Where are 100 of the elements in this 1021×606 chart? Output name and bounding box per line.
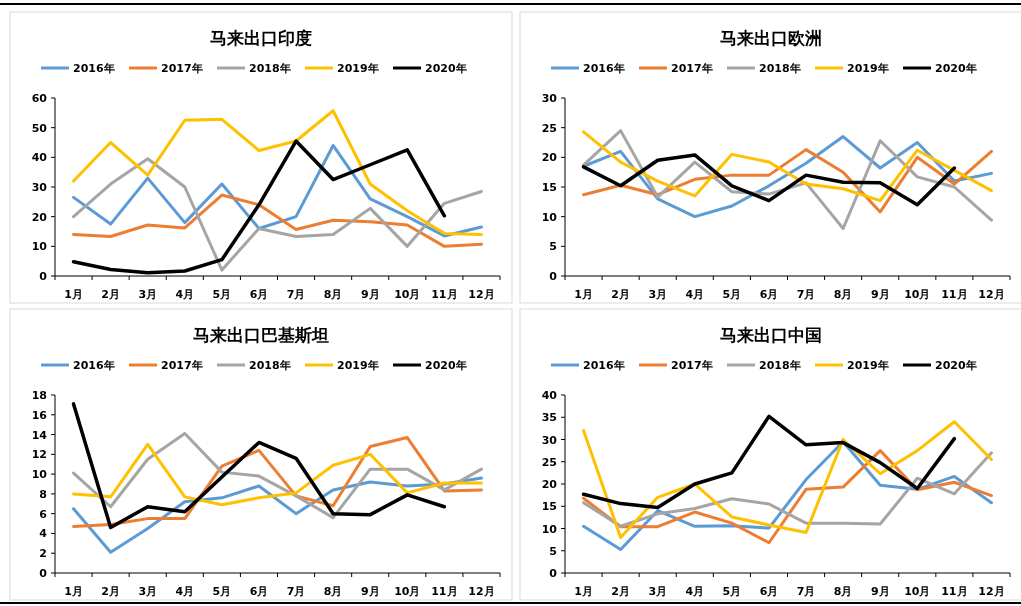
x-tick-label: 2月 xyxy=(611,288,630,301)
y-tick-label: 30 xyxy=(541,433,558,447)
y-tick-label: 10 xyxy=(541,210,558,224)
x-tick-label: 9月 xyxy=(870,288,890,301)
line-series xyxy=(582,451,993,528)
x-tick-label: 4月 xyxy=(685,585,705,598)
chart-title: 马来出口巴基斯坦 xyxy=(193,325,329,345)
legend-label: 2016年 xyxy=(583,359,625,372)
x-tick-label: 11月 xyxy=(941,585,968,598)
y-tick-label: 35 xyxy=(541,411,557,425)
legend-label: 2020年 xyxy=(935,359,977,372)
x-tick-label: 8月 xyxy=(323,585,343,598)
y-tick-label: 0 xyxy=(39,567,48,580)
y-tick-label: 40 xyxy=(31,151,48,165)
line-series xyxy=(72,157,483,272)
x-tick-label: 3月 xyxy=(648,288,668,301)
legend-label: 2017年 xyxy=(161,359,203,372)
legend-label: 2017年 xyxy=(161,62,203,75)
x-tick-label: 4月 xyxy=(175,288,195,301)
y-tick-label: 50 xyxy=(31,121,48,135)
y-tick-label: 40 xyxy=(541,389,558,402)
line-series xyxy=(71,402,447,530)
line-series xyxy=(582,420,993,539)
y-tick-label: 5 xyxy=(549,240,557,254)
legend-label: 2020年 xyxy=(425,359,467,372)
x-tick-label: 6月 xyxy=(249,585,269,598)
x-tick-label: 7月 xyxy=(286,585,306,598)
y-tick-label: 18 xyxy=(31,389,47,402)
legend-label: 2020年 xyxy=(425,62,467,75)
y-tick-label: 60 xyxy=(31,92,48,105)
line-series xyxy=(72,193,483,248)
legend-label: 2018年 xyxy=(759,62,801,75)
legend-label: 2018年 xyxy=(249,359,291,372)
y-tick-label: 20 xyxy=(541,478,558,491)
y-tick-label: 4 xyxy=(39,527,48,541)
x-tick-label: 5月 xyxy=(212,585,232,598)
x-tick-label: 11月 xyxy=(431,288,458,301)
legend-label: 2016年 xyxy=(73,62,115,75)
x-tick-label: 2月 xyxy=(101,585,120,598)
x-tick-label: 4月 xyxy=(685,288,705,301)
y-tick-label: 10 xyxy=(31,240,48,254)
x-tick-label: 1月 xyxy=(574,288,593,301)
x-tick-label: 11月 xyxy=(941,288,968,301)
x-tick-label: 4月 xyxy=(175,585,195,598)
x-tick-label: 10月 xyxy=(394,288,421,301)
x-tick-label: 7月 xyxy=(796,288,816,301)
x-tick-label: 8月 xyxy=(833,585,853,598)
y-tick-label: 6 xyxy=(39,507,48,521)
line-series xyxy=(72,442,483,507)
x-tick-label: 7月 xyxy=(286,288,306,301)
x-tick-label: 6月 xyxy=(759,585,779,598)
y-tick-label: 30 xyxy=(541,92,558,105)
x-tick-label: 9月 xyxy=(360,585,380,598)
y-tick-label: 10 xyxy=(541,522,558,536)
legend-label: 2016年 xyxy=(73,359,115,372)
y-tick-label: 15 xyxy=(541,500,557,514)
legend-label: 2019年 xyxy=(337,359,379,372)
y-tick-label: 2 xyxy=(39,547,47,561)
x-tick-label: 8月 xyxy=(323,288,343,301)
legend-label: 2018年 xyxy=(249,62,291,75)
x-tick-label: 9月 xyxy=(360,288,380,301)
y-tick-label: 16 xyxy=(31,408,48,422)
x-tick-label: 7月 xyxy=(796,585,816,598)
y-tick-label: 15 xyxy=(541,181,557,194)
y-tick-label: 14 xyxy=(31,428,48,442)
y-tick-label: 25 xyxy=(541,121,557,135)
chart-title: 马来出口中国 xyxy=(720,325,822,345)
x-tick-label: 3月 xyxy=(648,585,668,598)
legend-label: 2017年 xyxy=(671,62,713,75)
y-tick-label: 10 xyxy=(31,468,48,482)
line-series xyxy=(581,153,957,207)
y-tick-label: 0 xyxy=(549,567,558,580)
x-tick-label: 5月 xyxy=(212,288,232,301)
y-tick-label: 5 xyxy=(549,544,557,558)
x-tick-label: 11月 xyxy=(431,585,458,598)
line-series xyxy=(582,130,993,203)
y-tick-label: 12 xyxy=(31,448,47,462)
y-tick-label: 8 xyxy=(39,487,47,501)
legend-label: 2020年 xyxy=(935,62,977,75)
x-tick-label: 12月 xyxy=(978,288,1005,301)
y-tick-label: 0 xyxy=(39,270,48,283)
x-tick-label: 3月 xyxy=(138,288,158,301)
line-series xyxy=(72,109,483,236)
y-tick-label: 30 xyxy=(31,181,48,194)
y-tick-label: 20 xyxy=(31,210,48,224)
chart-title: 马来出口欧洲 xyxy=(720,28,822,48)
x-tick-label: 10月 xyxy=(904,288,931,301)
y-tick-label: 25 xyxy=(541,455,557,469)
x-tick-label: 6月 xyxy=(249,288,269,301)
x-tick-label: 1月 xyxy=(574,585,593,598)
y-tick-label: 0 xyxy=(549,270,558,283)
x-tick-label: 1月 xyxy=(64,288,83,301)
x-tick-label: 12月 xyxy=(978,585,1005,598)
x-tick-label: 9月 xyxy=(870,585,890,598)
x-tick-label: 10月 xyxy=(394,585,421,598)
x-tick-label: 5月 xyxy=(722,585,742,598)
legend-label: 2019年 xyxy=(847,359,889,372)
x-tick-label: 8月 xyxy=(833,288,853,301)
line-series xyxy=(72,143,483,238)
y-tick-label: 20 xyxy=(541,151,558,165)
